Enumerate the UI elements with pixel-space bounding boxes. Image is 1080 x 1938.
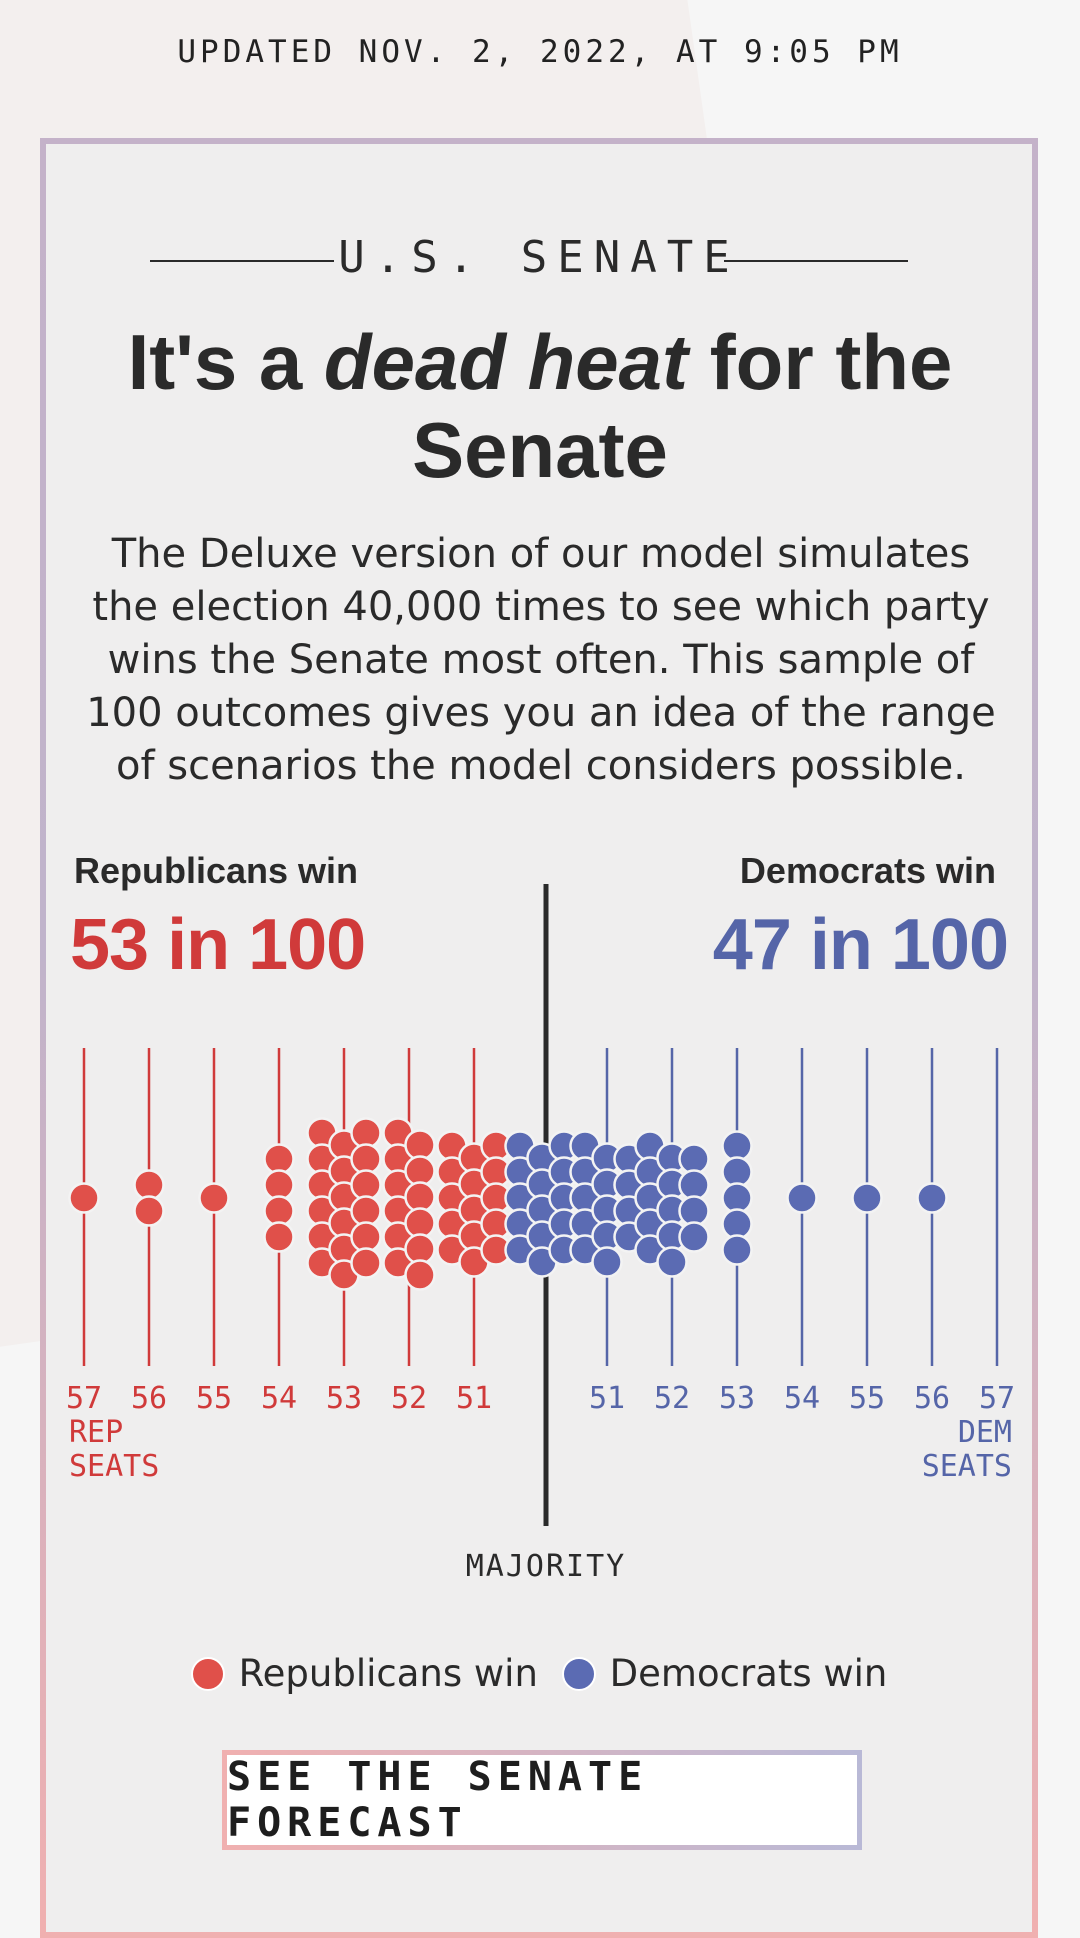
rep-outcome-dot	[404, 1155, 436, 1187]
rep-outcome-dot	[350, 1143, 382, 1175]
dem-axis-note: DEM	[958, 1415, 1012, 1450]
legend-dem-label: Democrats win	[609, 1652, 888, 1695]
rep-outcome-dot	[133, 1169, 165, 1201]
rep-seat-tick: 56	[131, 1381, 167, 1416]
rep-outcome-dot	[404, 1207, 436, 1239]
dem-win-label: Democrats win	[739, 850, 996, 891]
headline: It's a dead heat for the Senate	[86, 318, 994, 494]
legend-dem-swatch	[561, 1656, 596, 1691]
rep-outcome-dot	[350, 1221, 382, 1253]
senate-card: U.S. SENATE It's a dead heat for the Sen…	[40, 138, 1038, 1938]
rep-outcome-dot	[68, 1182, 100, 1214]
dem-seat-tick: 52	[654, 1381, 690, 1416]
dem-axis-note: SEATS	[922, 1449, 1012, 1484]
dem-outcome-dot	[721, 1182, 753, 1214]
rep-win-label: Republicans win	[74, 850, 359, 891]
rep-seat-tick: 55	[196, 1381, 232, 1416]
dem-outcome-dot	[678, 1143, 710, 1175]
rep-outcome-dot	[404, 1233, 436, 1265]
dem-outcome-dot	[678, 1195, 710, 1227]
dem-outcome-dot	[678, 1169, 710, 1201]
legend-rep-label: Republicans win	[238, 1652, 538, 1695]
rep-outcome-dot	[404, 1129, 436, 1161]
rep-outcome-dot	[263, 1169, 295, 1201]
dem-seat-tick: 54	[784, 1381, 820, 1416]
dem-outcome-dot	[678, 1221, 710, 1253]
rep-outcome-dot	[263, 1195, 295, 1227]
rep-win-value: 53 in 100	[70, 905, 366, 985]
rep-outcome-dot	[404, 1181, 436, 1213]
rep-axis-note: SEATS	[69, 1449, 159, 1484]
legend-rep-swatch	[190, 1656, 225, 1691]
dem-outcome-dot	[721, 1234, 753, 1266]
rep-outcome-dot	[404, 1259, 436, 1291]
dem-win-value: 47 in 100	[712, 905, 1009, 985]
rep-outcome-dot	[350, 1247, 382, 1279]
rep-seat-tick: 53	[326, 1381, 362, 1416]
headline-pre: It's a	[127, 318, 324, 406]
rep-seat-tick: 54	[261, 1381, 297, 1416]
dem-outcome-dot	[721, 1130, 753, 1162]
dem-seat-tick: 57	[979, 1381, 1015, 1416]
section-rule-right	[724, 260, 908, 262]
description: The Deluxe version of our model simulate…	[86, 531, 996, 789]
rep-outcome-dot	[350, 1117, 382, 1149]
dem-outcome-dot	[851, 1182, 883, 1214]
rep-outcome-dot	[263, 1143, 295, 1175]
dem-outcome-dot	[721, 1156, 753, 1188]
dem-outcome-dot	[916, 1182, 948, 1214]
section-label: U.S. SENATE	[338, 232, 740, 283]
legend: Republicans win Democrats win	[46, 1652, 1032, 1700]
updated-timestamp: UPDATED NOV. 2, 2022, AT 9:05 PM	[177, 34, 903, 70]
dem-outcome-dot	[656, 1246, 688, 1278]
dem-seat-tick: 55	[849, 1381, 885, 1416]
rep-outcome-dot	[350, 1169, 382, 1201]
legend-rep: Republicans win	[190, 1652, 538, 1695]
dem-outcome-dot	[786, 1182, 818, 1214]
rep-outcome-dot	[263, 1221, 295, 1253]
dem-seat-tick: 56	[914, 1381, 950, 1416]
rep-seat-tick: 51	[456, 1381, 492, 1416]
section-rule-left	[150, 260, 334, 262]
dem-seat-tick: 53	[719, 1381, 755, 1416]
see-senate-forecast-button[interactable]: SEE THE SENATE FORECAST	[222, 1750, 862, 1850]
rep-outcome-dot	[198, 1182, 230, 1214]
rep-seat-tick: 52	[391, 1381, 427, 1416]
legend-dem: Democrats win	[561, 1652, 888, 1695]
dem-seat-tick: 51	[589, 1381, 625, 1416]
headline-emphasis: dead heat	[323, 318, 689, 406]
rep-seat-tick: 57	[66, 1381, 102, 1416]
headline-post: for the Senate	[412, 318, 953, 494]
majority-label: MAJORITY	[466, 1549, 627, 1584]
rep-axis-note: REP	[69, 1415, 123, 1450]
rep-outcome-dot	[350, 1195, 382, 1227]
rep-outcome-dot	[133, 1195, 165, 1227]
dem-outcome-dot	[721, 1208, 753, 1240]
dem-outcome-dot	[591, 1246, 623, 1278]
